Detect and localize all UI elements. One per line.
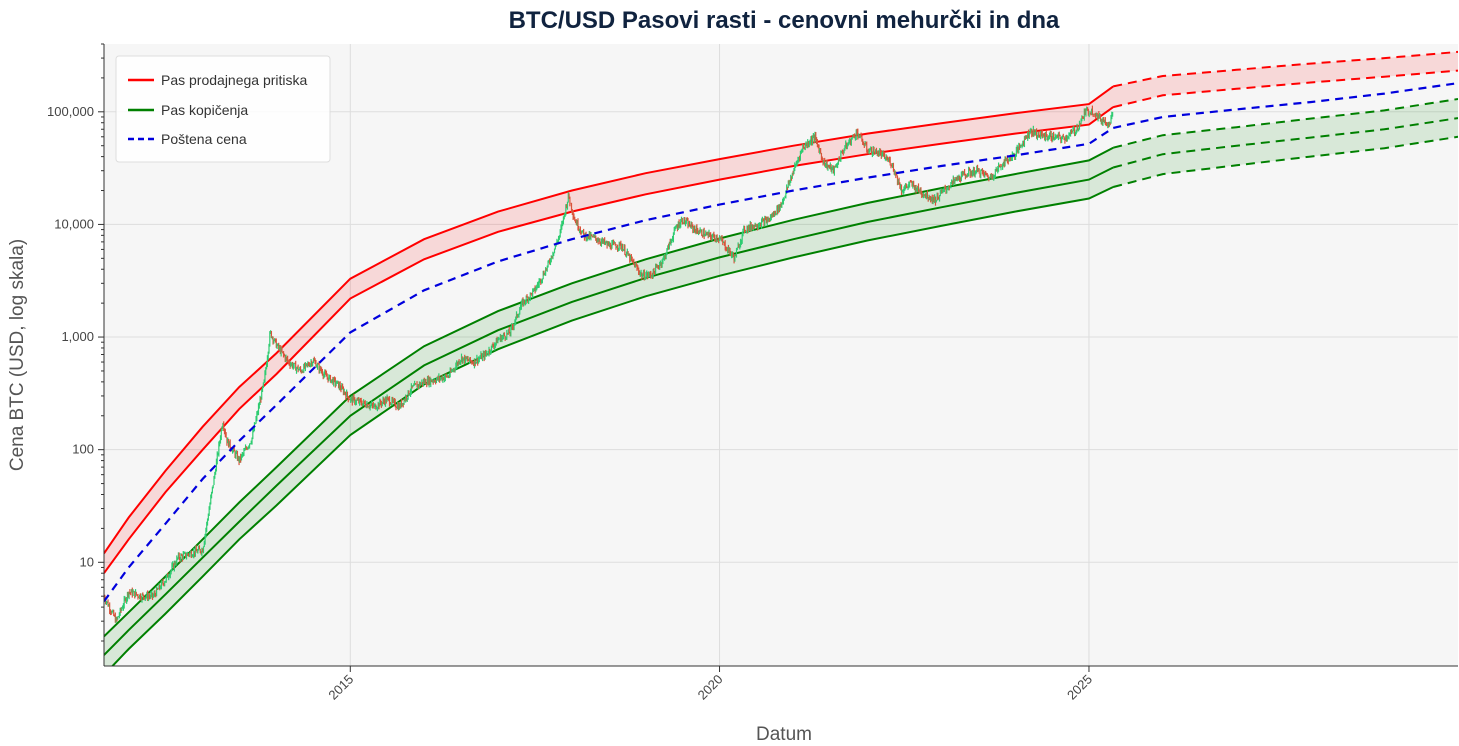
legend-label-fair-price: Poštena cena xyxy=(161,131,247,147)
band-fill-0 xyxy=(104,51,1458,574)
band-lower-line-0-projection xyxy=(1112,69,1458,109)
chart-title: BTC/USD Pasovi rasti - cenovni mehurčki … xyxy=(509,7,1060,34)
y-tick-label: 10 xyxy=(80,554,94,569)
band-fill-1 xyxy=(104,99,1458,666)
y-tick-label: 100 xyxy=(72,442,94,457)
legend-label-accumulation-band: Pas kopičenja xyxy=(161,102,248,118)
band-lower-line-1 xyxy=(111,186,1114,666)
x-axis-label: Datum xyxy=(756,724,812,745)
legend: Pas prodajnega pritiska Pas kopičenja Po… xyxy=(115,55,331,163)
y-tick-label: 1,000 xyxy=(61,329,94,344)
band-upper-line-0-projection xyxy=(1112,50,1458,88)
y-tick-label: 10,000 xyxy=(54,216,94,231)
fair-price-line xyxy=(104,82,1458,603)
band-lower-line-0 xyxy=(104,106,1114,574)
y-axis-label: Cena BTC (USD, log skala) xyxy=(7,239,28,471)
band-upper-line-1-projection xyxy=(1112,98,1458,149)
legend-box xyxy=(115,55,331,163)
y-tick-label: 100,000 xyxy=(47,104,94,119)
legend-label-sell-band: Pas prodajnega pritiska xyxy=(161,72,308,88)
band-upper-line-0 xyxy=(104,85,1114,554)
band-lower-line-1-projection xyxy=(1112,135,1458,188)
fair-price-line xyxy=(104,82,1458,603)
band-mid-line-1 xyxy=(104,166,1114,656)
band-mid-line-1-projection xyxy=(1112,117,1458,169)
